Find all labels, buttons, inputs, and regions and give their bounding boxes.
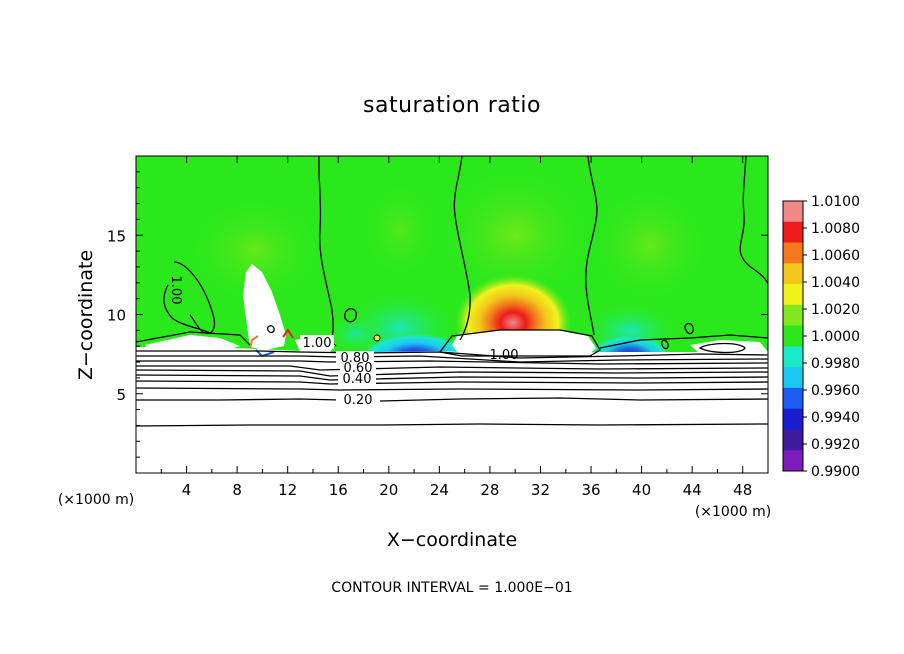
y-tick-label: 10 [107, 307, 126, 325]
x-tick-label: 16 [329, 481, 348, 499]
colorbar-label: 0.9980 [811, 356, 860, 372]
contour-label: 0.40 [343, 372, 372, 387]
colorbar-label: 0.9920 [811, 437, 860, 453]
upper-green-patch [360, 180, 440, 280]
white-lower-region [136, 347, 768, 473]
colorbar-label: 0.9960 [811, 383, 860, 399]
x-axis-unit-label: (×1000 m) [695, 504, 771, 520]
yellow-spot [373, 334, 381, 342]
y-tick-label: 15 [107, 227, 126, 245]
colorbar-swatch [783, 304, 803, 327]
contour-label: 1.00 [490, 348, 519, 363]
contour-label-halo [338, 372, 376, 385]
upper-green-patch [435, 165, 595, 305]
colorbar-label: 1.0080 [811, 221, 860, 237]
colorbar-label: 1.0060 [811, 248, 860, 264]
y-axis: 5 10 15 [107, 171, 768, 458]
contour-label: 0.20 [344, 393, 373, 408]
contour-label: 1.00 [303, 336, 332, 351]
y-tick-label: 5 [116, 386, 126, 404]
colorbar-label: 0.9940 [811, 410, 860, 426]
x-axis-title: X−coordinate [387, 529, 517, 551]
contour-label-halo [340, 362, 376, 374]
colorbar-swatch [783, 367, 803, 389]
x-axis: 4 8 12 16 20 24 28 32 36 40 44 48 [160, 156, 752, 499]
x-tick-label: 40 [632, 481, 651, 499]
colorbar-label: 1.0040 [811, 275, 860, 291]
x-tick-label: 4 [182, 481, 192, 499]
upper-green-patch [590, 185, 710, 305]
colorbar-swatch [783, 408, 803, 430]
colorbar-swatch [783, 201, 803, 223]
colorbar-swatch [783, 325, 803, 347]
x-tick-label: 12 [278, 481, 297, 499]
contour-label-halo [336, 392, 380, 406]
contour-label: 1.00 [168, 276, 183, 305]
colorbar-label: 1.0000 [811, 329, 860, 345]
colorbar-swatch [783, 450, 803, 472]
colorbar-swatch [783, 242, 803, 264]
x-tick-label: 32 [531, 481, 550, 499]
colorbar-swatch [783, 387, 803, 410]
colorbar-label: 0.9900 [811, 464, 860, 480]
x-tick-label: 20 [379, 481, 398, 499]
orange-fringe [282, 328, 294, 339]
contour-lines-1.00 [136, 156, 768, 357]
x-tick-label: 24 [430, 481, 449, 499]
colorbar-swatch [783, 221, 803, 244]
x-tick-label: 44 [683, 481, 702, 499]
colorbar: 1.0100 1.0080 1.0060 1.0040 1.0020 1.0000 0.99… [782, 194, 860, 480]
colorbar-swatch [783, 346, 803, 368]
colorbar-swatch [783, 429, 803, 451]
x-tick-label: 36 [581, 481, 600, 499]
chart-title: saturation ratio [363, 93, 541, 118]
colorbar-label: 1.0020 [811, 302, 860, 318]
x-tick-label: 48 [733, 481, 752, 499]
white-cloud-cap [452, 330, 596, 356]
colorbar-swatch [783, 263, 803, 285]
white-patch [145, 335, 240, 352]
contour-label-halo [336, 351, 374, 364]
x-tick-label: 8 [232, 481, 242, 499]
contour-labels: 1.00 1.00 1.00 0.80 0.60 0.40 0.20 [168, 276, 518, 408]
x-tick-label: 28 [480, 481, 499, 499]
y-axis-title: Z−coordinate [75, 250, 97, 380]
lower-contour-lines [136, 350, 768, 427]
upper-green-patch [185, 195, 325, 305]
white-cloud-tower [243, 264, 286, 350]
x-origin-unit-label: (×1000 m) [58, 492, 134, 508]
colorbar-label: 1.0100 [811, 194, 860, 210]
orange-fringe [249, 335, 259, 349]
contour-label-halo [300, 335, 334, 349]
contour-interval-note: CONTOUR INTERVAL = 1.000E−01 [331, 580, 572, 596]
plot-area [136, 156, 768, 473]
colorbar-swatch [783, 284, 803, 306]
